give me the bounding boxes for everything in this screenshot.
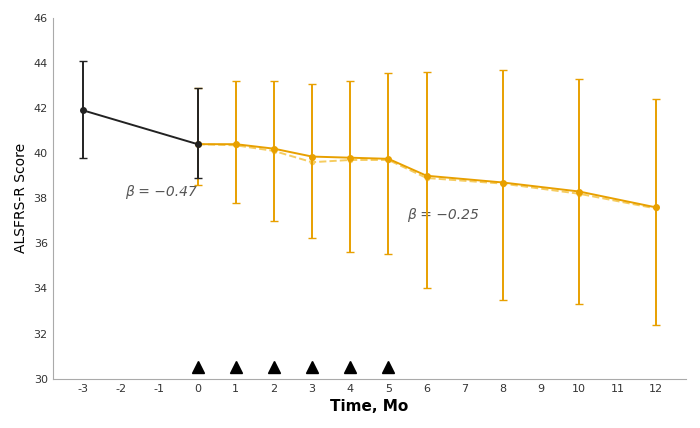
Text: β = −0.47: β = −0.47 <box>125 185 197 199</box>
Text: β = −0.25: β = −0.25 <box>407 208 480 222</box>
X-axis label: Time, Mo: Time, Mo <box>330 399 409 414</box>
Y-axis label: ALSFRS-R Score: ALSFRS-R Score <box>14 143 28 253</box>
